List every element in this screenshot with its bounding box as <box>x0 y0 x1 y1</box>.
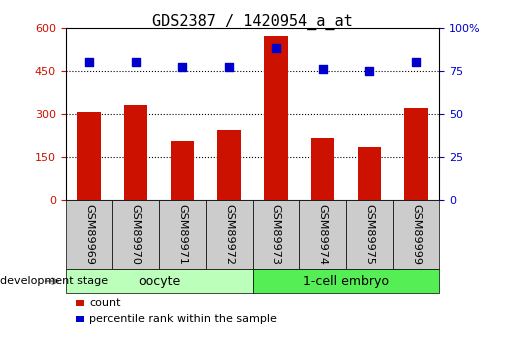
Point <box>365 68 373 73</box>
Text: 1-cell embryo: 1-cell embryo <box>303 275 389 288</box>
Bar <box>218 130 241 200</box>
Point <box>412 59 420 65</box>
Text: oocyte: oocyte <box>138 275 180 288</box>
Bar <box>124 105 147 200</box>
Text: GSM89975: GSM89975 <box>364 204 374 265</box>
Text: GSM89974: GSM89974 <box>318 204 328 265</box>
Text: percentile rank within the sample: percentile rank within the sample <box>89 314 277 324</box>
Point <box>178 65 186 70</box>
Text: GSM89973: GSM89973 <box>271 204 281 265</box>
Text: count: count <box>89 298 120 308</box>
Bar <box>358 147 381 200</box>
Bar <box>405 108 428 200</box>
Point <box>272 46 280 51</box>
Bar <box>264 36 287 200</box>
Text: GSM89969: GSM89969 <box>84 204 94 265</box>
Text: development stage: development stage <box>0 276 108 286</box>
Text: GDS2387 / 1420954_a_at: GDS2387 / 1420954_a_at <box>152 14 353 30</box>
Point <box>319 66 327 72</box>
Text: GSM89999: GSM89999 <box>411 204 421 265</box>
Point <box>132 59 140 65</box>
Text: GSM89972: GSM89972 <box>224 204 234 265</box>
Bar <box>171 141 194 200</box>
Point <box>85 59 93 65</box>
Text: GSM89971: GSM89971 <box>177 204 187 265</box>
Bar <box>311 138 334 200</box>
Point <box>225 65 233 70</box>
Text: GSM89970: GSM89970 <box>131 204 141 265</box>
Bar <box>77 112 100 200</box>
